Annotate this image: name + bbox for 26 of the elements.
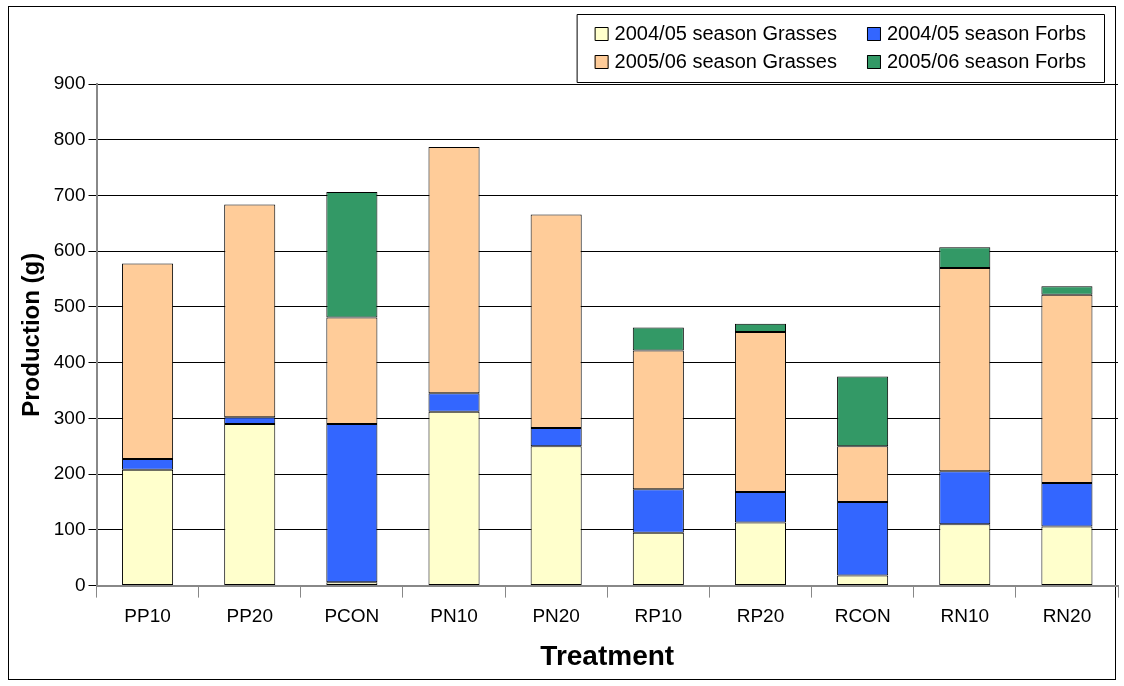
- x-tick-label: PN20: [532, 605, 580, 627]
- y-axis-title: Production (g): [17, 252, 45, 417]
- x-tick-label: PCON: [324, 605, 380, 627]
- y-tick-label: 700: [53, 183, 86, 205]
- x-axis-title: Treatment: [540, 639, 675, 671]
- y-tick-label: 600: [53, 239, 86, 261]
- y-tick-label: 0: [74, 573, 86, 595]
- x-tick-label: RCON: [834, 605, 891, 627]
- y-tick-label: 400: [53, 350, 86, 372]
- legend-label: 2005/06 season Forbs: [886, 49, 1087, 72]
- x-tick-label: RP20: [736, 605, 785, 627]
- x-tick-label: PP10: [124, 605, 171, 627]
- legend-label: 2004/05 season Grasses: [614, 21, 837, 44]
- y-tick-label: 200: [53, 462, 86, 484]
- y-tick-label: 500: [53, 295, 86, 317]
- y-tick-label: 300: [53, 406, 86, 428]
- y-tick-label: 800: [53, 127, 86, 149]
- y-tick-label: 900: [53, 72, 86, 94]
- x-tick-label: RN20: [1042, 605, 1092, 627]
- y-tick-label: 100: [53, 518, 86, 540]
- x-tick-label: PN10: [430, 605, 478, 627]
- x-tick-label: RN10: [940, 605, 990, 627]
- x-tick-label: PP20: [226, 605, 273, 627]
- legend-label: 2005/06 season Grasses: [614, 49, 837, 72]
- x-tick-label: RP10: [634, 605, 683, 627]
- legend-label: 2004/05 season Forbs: [886, 21, 1087, 44]
